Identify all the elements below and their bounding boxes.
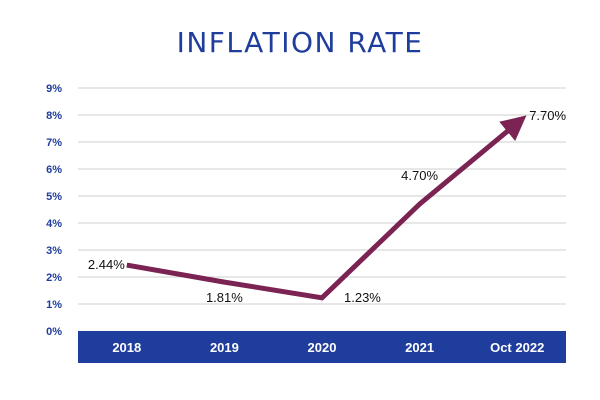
y-tick-label: 0% (46, 326, 62, 338)
y-tick-label: 8% (46, 110, 62, 122)
x-axis-band (78, 331, 566, 363)
y-tick-label: 4% (46, 218, 62, 230)
x-tick-label: Oct 2022 (490, 340, 544, 355)
y-tick-label: 7% (46, 137, 62, 149)
x-tick-label: 2018 (112, 340, 141, 355)
y-axis-ticks: 0% 1% 2% 3% 4% 5% 6% 7% 8% 9% (46, 83, 62, 338)
data-label: 1.81% (206, 290, 243, 305)
data-label: 4.70% (401, 168, 438, 183)
y-tick-label: 2% (46, 272, 62, 284)
data-labels: 2.44% 1.81% 1.23% 4.70% 7.70% (88, 108, 567, 305)
gridlines (78, 87, 566, 305)
x-tick-label: 2021 (405, 340, 434, 355)
data-label: 2.44% (88, 257, 125, 272)
x-tick-label: 2020 (308, 340, 337, 355)
y-tick-label: 1% (46, 299, 62, 311)
y-tick-label: 5% (46, 191, 62, 203)
y-tick-label: 3% (46, 245, 62, 257)
data-label: 7.70% (529, 108, 566, 123)
series-line-layer (126, 115, 527, 301)
chart-title: INFLATION RATE (177, 26, 424, 59)
x-tick-label: 2019 (210, 340, 239, 355)
series-line (126, 115, 527, 301)
y-tick-label: 9% (46, 83, 62, 95)
y-tick-label: 6% (46, 164, 62, 176)
x-axis-ticks: 2018 2019 2020 2021 Oct 2022 (112, 340, 544, 355)
data-label: 1.23% (344, 290, 381, 305)
